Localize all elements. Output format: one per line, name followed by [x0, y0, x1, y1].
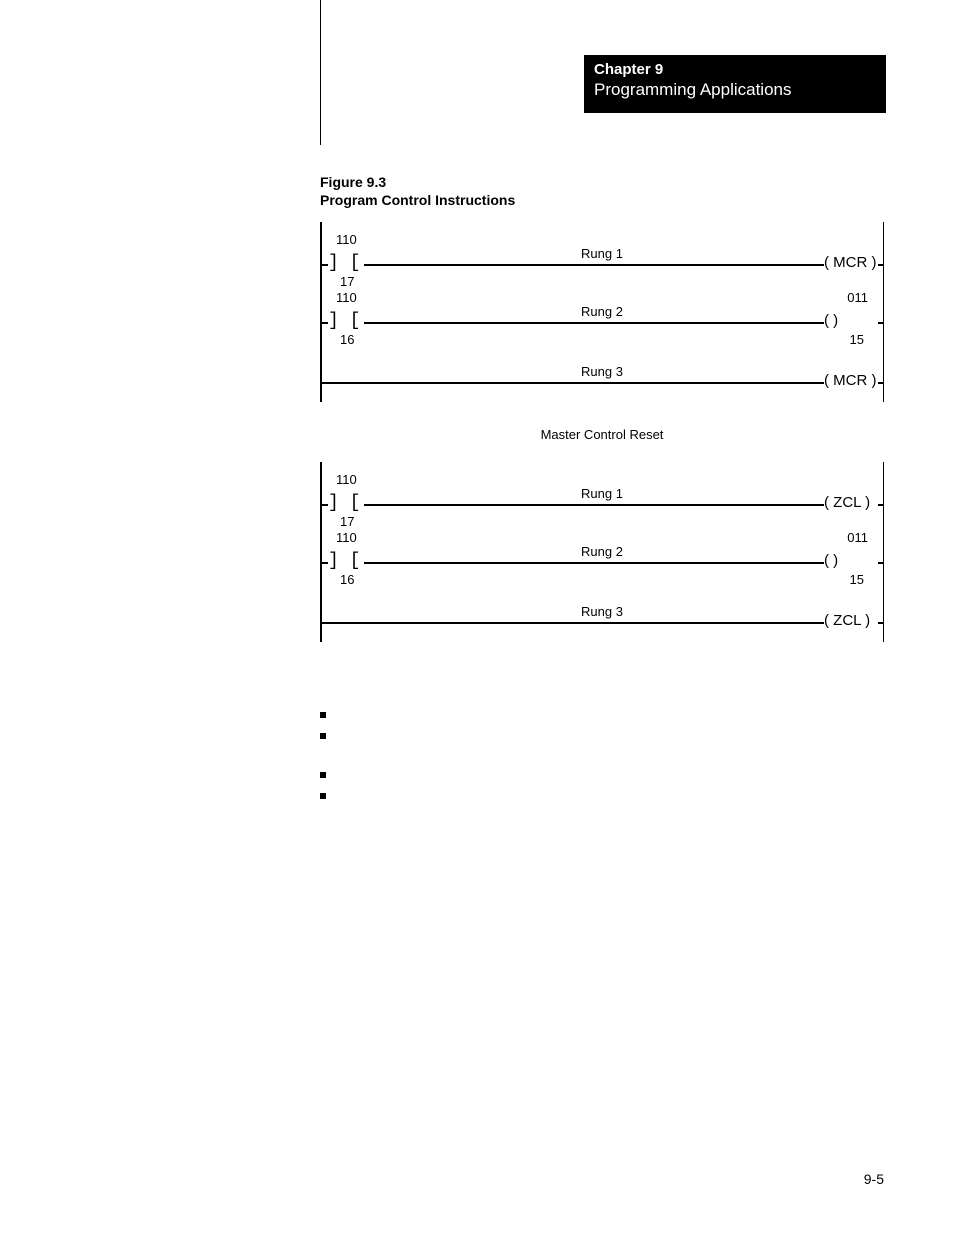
- bullet-item: [320, 731, 326, 742]
- rung-wire: [320, 562, 884, 564]
- section-caption: Master Control Reset: [541, 427, 664, 442]
- output-address-word: 011: [847, 530, 868, 545]
- output-address-word: 011: [847, 290, 868, 305]
- coil-text: ( ): [824, 552, 838, 569]
- contact-address-word: 110: [336, 530, 357, 545]
- rung-label: Rung 1: [577, 486, 627, 501]
- contact-address-word: 110: [336, 290, 357, 305]
- xic-contact: 110 ] [ 17: [322, 490, 378, 520]
- rung: Rung 2 110 ] [ 16 011 ( ) 15: [320, 310, 884, 311]
- rung-label: Rung 2: [577, 304, 627, 319]
- power-rail-right: [883, 462, 885, 642]
- power-rail-right: [883, 222, 885, 402]
- coil-text: ( MCR ): [824, 254, 877, 271]
- rung: Rung 3 ( MCR ): [320, 370, 884, 371]
- contact-address-bit: 17: [340, 274, 354, 289]
- bullet-list: [320, 710, 326, 812]
- rung-wire: [320, 264, 884, 266]
- zcl-coil-end: ( ZCL ): [818, 608, 882, 638]
- rung-label: Rung 1: [577, 246, 627, 261]
- zcl-coil: ( ZCL ): [818, 490, 882, 520]
- contact-address-word: 110: [336, 232, 357, 247]
- rung: Rung 1 110 ] [ 17 ( MCR ): [320, 252, 884, 253]
- rung-wire: [320, 322, 884, 324]
- bullet-square-icon: [320, 772, 326, 778]
- rung-label: Rung 3: [577, 604, 627, 619]
- rung: Rung 2 110 ] [ 16 011 ( ) 15: [320, 550, 884, 551]
- bullet-square-icon: [320, 712, 326, 718]
- bullet-square-icon: [320, 733, 326, 739]
- contact-address-bit: 16: [340, 332, 354, 347]
- chapter-subtitle: Programming Applications: [594, 79, 876, 101]
- figure-caption: Program Control Instructions: [320, 192, 515, 208]
- rung-label: Rung 2: [577, 544, 627, 559]
- output-address-bit: 15: [850, 332, 864, 347]
- xic-contact: 110 ] [ 17: [322, 250, 378, 280]
- left-vertical-rule: [320, 0, 321, 145]
- output-address-bit: 15: [850, 572, 864, 587]
- page-number: 9-5: [864, 1171, 884, 1187]
- contact-glyph: ] [: [328, 254, 360, 272]
- contact-address-bit: 16: [340, 572, 354, 587]
- rung-label: Rung 3: [577, 364, 627, 379]
- figure-title: Figure 9.3 Program Control Instructions: [320, 174, 515, 209]
- bullet-square-icon: [320, 793, 326, 799]
- contact-address-bit: 17: [340, 514, 354, 529]
- rung-wire: [320, 504, 884, 506]
- contact-glyph: ] [: [328, 494, 360, 512]
- mcr-zone-block: Rung 1 110 ] [ 17 ( MCR ) Rung 2 110 ] [: [320, 222, 884, 402]
- coil-text: ( MCR ): [824, 372, 877, 389]
- contact-glyph: ] [: [328, 552, 360, 570]
- ladder-diagram: Rung 1 110 ] [ 17 ( MCR ) Rung 2 110 ] [: [320, 222, 884, 642]
- figure-number: Figure 9.3: [320, 174, 386, 190]
- output-coil: 011 ( ) 15: [818, 548, 882, 578]
- output-coil: 011 ( ) 15: [818, 308, 882, 338]
- bullet-item: [320, 770, 326, 781]
- rung-wire: [320, 382, 884, 384]
- chapter-heading-box: Chapter 9 Programming Applications: [584, 55, 886, 113]
- coil-text: ( ZCL ): [824, 612, 870, 629]
- rung: Rung 1 110 ] [ 17 ( ZCL ): [320, 492, 884, 493]
- bullet-item: [320, 791, 326, 802]
- zcl-zone-block: Rung 1 110 ] [ 17 ( ZCL ) Rung 2 110 ] [: [320, 462, 884, 642]
- xio-contact: 110 ] [ 16: [322, 548, 378, 578]
- coil-text: ( ZCL ): [824, 494, 870, 511]
- contact-address-word: 110: [336, 472, 357, 487]
- xic-contact: 110 ] [ 16: [322, 308, 378, 338]
- mcr-coil-end: ( MCR ): [818, 368, 882, 398]
- contact-glyph: ] [: [328, 312, 360, 330]
- rung: Rung 3 ( ZCL ): [320, 610, 884, 611]
- chapter-title: Chapter 9: [594, 61, 876, 79]
- bullet-item: [320, 710, 326, 721]
- rung-wire: [320, 622, 884, 624]
- coil-text: ( ): [824, 312, 838, 329]
- mcr-coil: ( MCR ): [818, 250, 882, 280]
